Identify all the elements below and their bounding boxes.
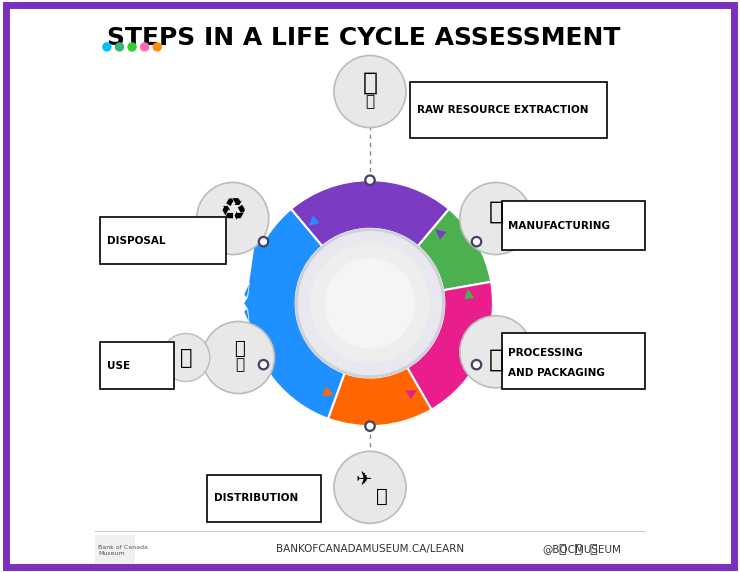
Circle shape	[334, 451, 406, 523]
Text: 🏭: 🏭	[488, 200, 503, 224]
Bar	[410, 82, 608, 138]
Text: MANUFACTURING: MANUFACTURING	[508, 221, 610, 231]
Circle shape	[197, 182, 269, 255]
Circle shape	[258, 237, 269, 247]
Text: 🚜: 🚜	[366, 94, 374, 109]
Text: @BOCMUSEUM: @BOCMUSEUM	[543, 544, 622, 554]
Polygon shape	[244, 240, 266, 297]
Polygon shape	[244, 263, 270, 343]
Circle shape	[460, 182, 532, 255]
Text: Bank of Canada
Museum: Bank of Canada Museum	[98, 545, 148, 556]
Circle shape	[460, 316, 532, 388]
Circle shape	[367, 423, 373, 429]
Circle shape	[162, 333, 210, 382]
Text: 📦: 📦	[488, 347, 503, 371]
Wedge shape	[418, 209, 491, 290]
Text: 📦: 📦	[235, 357, 244, 372]
Circle shape	[367, 177, 373, 183]
Text:     :   	[559, 543, 597, 555]
Circle shape	[128, 43, 136, 51]
Text: 🗑: 🗑	[180, 348, 192, 367]
Text: USE: USE	[107, 360, 130, 371]
Text: ♻: ♻	[219, 197, 246, 226]
Text: BANKOFCANADAMUSEUM.CA/LEARN: BANKOFCANADAMUSEUM.CA/LEARN	[276, 544, 464, 554]
Text: AND PACKAGING: AND PACKAGING	[508, 368, 605, 378]
Circle shape	[153, 43, 161, 51]
Bar	[100, 342, 175, 389]
Bar	[207, 475, 321, 522]
Wedge shape	[328, 368, 431, 426]
Circle shape	[299, 232, 441, 375]
Circle shape	[260, 239, 266, 245]
Circle shape	[115, 43, 124, 51]
Circle shape	[326, 259, 414, 348]
Circle shape	[474, 362, 480, 368]
Circle shape	[471, 237, 482, 247]
Circle shape	[203, 321, 275, 394]
Polygon shape	[244, 309, 266, 366]
Circle shape	[260, 362, 266, 368]
Circle shape	[141, 43, 149, 51]
Wedge shape	[291, 180, 449, 246]
Text: ✈: ✈	[356, 470, 372, 489]
Wedge shape	[247, 209, 345, 419]
Circle shape	[103, 43, 111, 51]
Text: 🚢: 🚢	[376, 487, 387, 506]
Circle shape	[296, 229, 444, 378]
Circle shape	[258, 360, 269, 370]
Circle shape	[365, 421, 375, 431]
Text: DISTRIBUTION: DISTRIBUTION	[214, 493, 298, 503]
Text: PROCESSING: PROCESSING	[508, 348, 583, 358]
Circle shape	[474, 239, 480, 245]
Text: DISPOSAL: DISPOSAL	[107, 236, 165, 246]
Circle shape	[311, 244, 429, 363]
Text: 🛍: 🛍	[234, 340, 245, 358]
Circle shape	[471, 360, 482, 370]
Text: RAW RESOURCE EXTRACTION: RAW RESOURCE EXTRACTION	[417, 105, 588, 116]
Circle shape	[365, 175, 375, 185]
Text: STEPS IN A LIFE CYCLE ASSESSMENT: STEPS IN A LIFE CYCLE ASSESSMENT	[107, 26, 620, 50]
Circle shape	[334, 55, 406, 128]
Wedge shape	[407, 282, 493, 410]
Bar	[100, 217, 226, 264]
Text: 🌳: 🌳	[363, 71, 377, 95]
Bar	[502, 201, 645, 250]
Bar	[502, 333, 645, 389]
Bar	[95, 535, 135, 566]
